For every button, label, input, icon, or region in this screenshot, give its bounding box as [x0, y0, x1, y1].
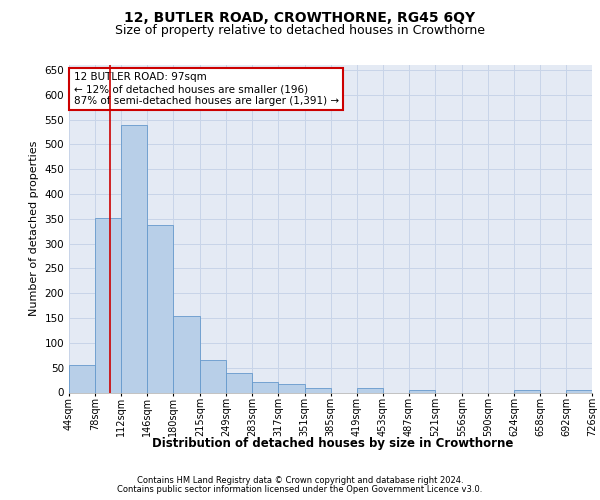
Bar — [200, 360, 226, 392]
Bar — [278, 384, 305, 392]
Bar — [305, 388, 331, 392]
Bar — [356, 388, 383, 392]
Bar — [95, 218, 121, 392]
Bar — [173, 316, 200, 392]
Text: Contains HM Land Registry data © Crown copyright and database right 2024.: Contains HM Land Registry data © Crown c… — [137, 476, 463, 485]
Bar — [566, 390, 592, 392]
Bar — [147, 226, 173, 392]
Bar — [253, 382, 278, 392]
Bar — [226, 372, 253, 392]
Y-axis label: Number of detached properties: Number of detached properties — [29, 141, 39, 316]
Text: Size of property relative to detached houses in Crowthorne: Size of property relative to detached ho… — [115, 24, 485, 37]
Bar — [514, 390, 540, 392]
Text: 12, BUTLER ROAD, CROWTHORNE, RG45 6QY: 12, BUTLER ROAD, CROWTHORNE, RG45 6QY — [124, 11, 476, 25]
Text: 12 BUTLER ROAD: 97sqm
← 12% of detached houses are smaller (196)
87% of semi-det: 12 BUTLER ROAD: 97sqm ← 12% of detached … — [74, 72, 339, 106]
Bar — [69, 365, 95, 392]
Bar — [409, 390, 435, 392]
Text: Contains public sector information licensed under the Open Government Licence v3: Contains public sector information licen… — [118, 485, 482, 494]
Bar — [121, 124, 147, 392]
Text: Distribution of detached houses by size in Crowthorne: Distribution of detached houses by size … — [152, 438, 514, 450]
